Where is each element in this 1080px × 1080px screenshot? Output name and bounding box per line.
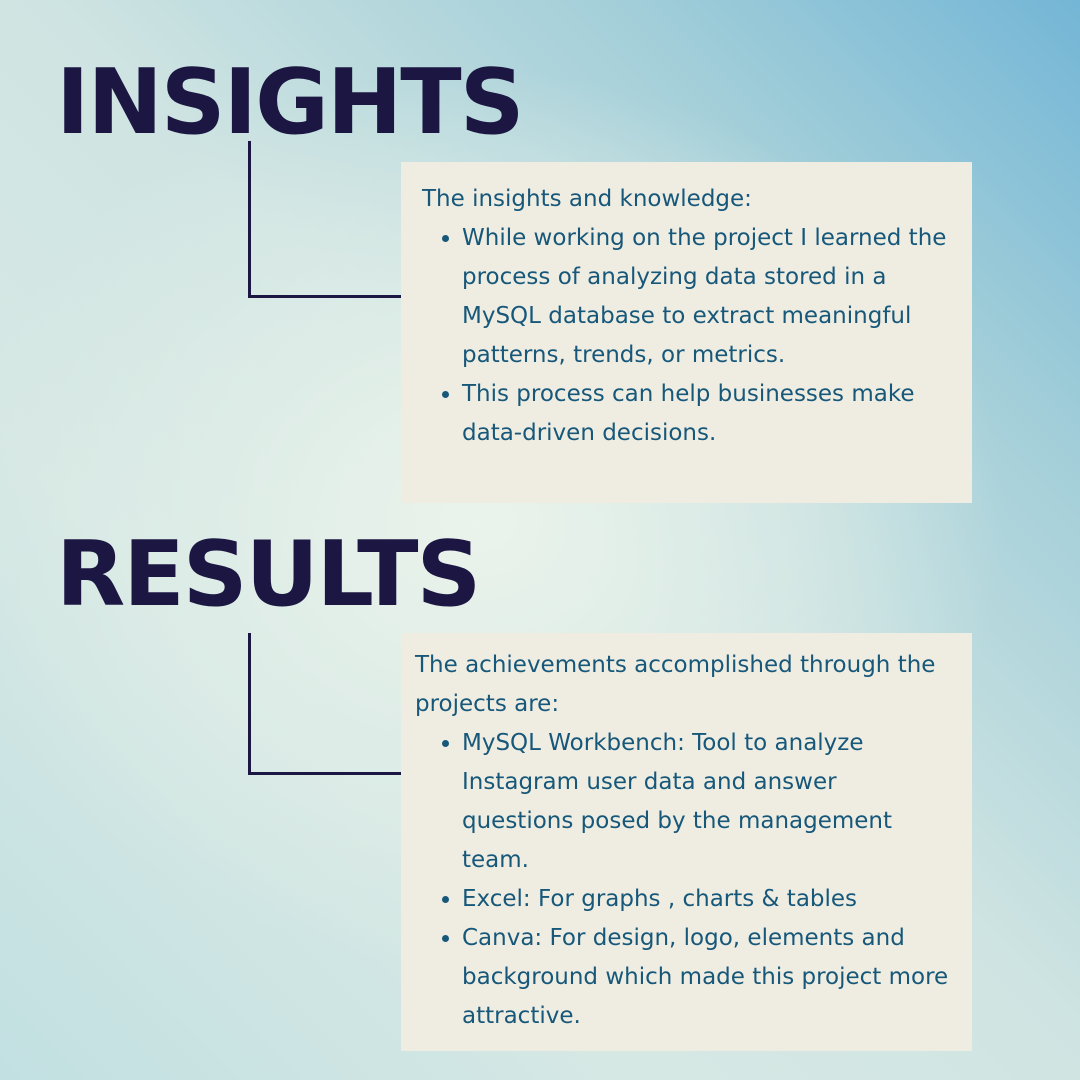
insights-intro: The insights and knowledge: [422,186,752,212]
results-card: The achievements accomplished through th… [401,633,972,1051]
results-bullet: Canva: For design, logo, elements and ba… [462,919,952,1036]
insights-heading: INSIGHTS [56,50,525,155]
results-heading: RESULTS [56,522,481,627]
insights-bullet-list: While working on the project I learned t… [422,219,952,453]
results-connector-line [248,633,403,775]
insights-connector-line [248,141,403,298]
results-bullet: MySQL Workbench: Tool to analyze Instagr… [462,724,952,880]
results-intro: The achievements accomplished through th… [415,652,936,717]
insights-bullet: This process can help businesses make da… [462,375,952,453]
results-bullet: Excel: For graphs , charts & tables [462,880,952,919]
insights-card: The insights and knowledge: While workin… [401,162,972,503]
insights-bullet: While working on the project I learned t… [462,219,952,375]
results-bullet-list: MySQL Workbench: Tool to analyze Instagr… [415,724,952,1036]
